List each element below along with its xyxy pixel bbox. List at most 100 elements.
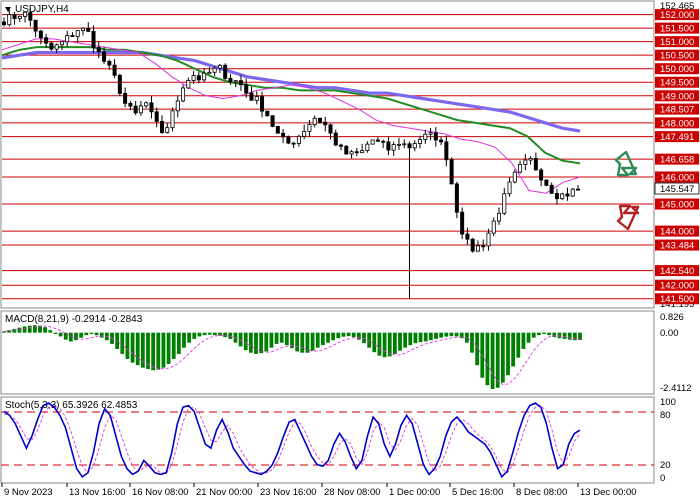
macd-bar (212, 332, 217, 336)
macd-bar (140, 332, 145, 368)
macd-bar (315, 332, 320, 348)
macd-bar (89, 332, 94, 334)
level-label-1: 151.500 (660, 24, 694, 35)
macd-bar (182, 332, 186, 348)
macd-bar (557, 332, 562, 339)
candle-body (391, 144, 396, 151)
forecast-up-arrow-icon (614, 150, 638, 177)
candle-body (38, 30, 43, 39)
candle-body (412, 143, 417, 149)
candle-body (254, 96, 259, 101)
macd-bar (536, 332, 541, 336)
macd-bar (346, 332, 351, 337)
candle-body (270, 115, 275, 127)
candle-body (502, 193, 507, 214)
macd-bar (94, 332, 99, 336)
level-label-9: 147.491 (660, 132, 694, 143)
macd-bar (38, 325, 42, 333)
level-tag-15 (655, 265, 699, 277)
level-tag-2 (655, 36, 699, 48)
macd-bar (336, 332, 341, 339)
macd-bar (48, 330, 53, 333)
support-resistance-lines (2, 14, 653, 300)
candle-body (360, 150, 365, 154)
macd-bar (63, 332, 68, 340)
candle-body (291, 142, 296, 145)
macd-bar (428, 332, 433, 341)
candle-body (165, 127, 170, 133)
level-tag-4 (655, 63, 699, 75)
candle-body (481, 245, 486, 248)
macd-bar (248, 332, 253, 353)
candle-body (454, 183, 459, 213)
level-label-10: 146.658 (660, 155, 694, 166)
current-price-tag: 145.547 (654, 182, 700, 195)
candle-body (223, 64, 228, 79)
candle-body (44, 37, 49, 44)
level-label-3: 150.500 (660, 51, 694, 62)
macd-signal-line (3, 325, 581, 385)
candle-body (186, 80, 191, 89)
macd-bar (567, 332, 572, 340)
forecast-down-arrow-icon (616, 204, 640, 231)
macd-bar (542, 332, 546, 334)
macd-bar (58, 332, 63, 337)
macd-bar (351, 332, 356, 338)
macd-bar (156, 332, 161, 370)
macd-bar (356, 332, 361, 340)
candle-body (375, 139, 380, 142)
candle-body (12, 14, 17, 20)
level-tag-16 (655, 279, 699, 291)
macd-bar (295, 332, 300, 352)
macd-bar (367, 332, 372, 348)
macd-title: MACD(8,21,9) -0.2914 -0.2843 (5, 314, 143, 325)
candle-body (144, 102, 149, 107)
macd-bar (120, 332, 125, 354)
macd-bar (79, 332, 84, 338)
macd-bar (511, 332, 516, 367)
candle-body (54, 44, 59, 50)
candle-body (465, 233, 470, 240)
candle-body (349, 151, 354, 155)
candle-body (117, 74, 122, 94)
macd-bar (84, 332, 89, 336)
level-tag-9 (655, 131, 699, 143)
macd-bar (470, 332, 474, 353)
macd-bar (434, 332, 438, 339)
candle-body (418, 139, 423, 144)
macd-bar (439, 332, 444, 338)
macd-bar (269, 332, 274, 348)
stoch-tick-20: 20 (660, 460, 671, 471)
candle-body (296, 135, 301, 144)
candle-body (138, 105, 143, 114)
time-label-5: 28 Nov 08:00 (324, 487, 381, 498)
level-label-11: 146.000 (660, 172, 694, 183)
macd-bar (202, 332, 207, 336)
candle-body (275, 126, 280, 134)
candle-body (328, 124, 333, 134)
candle-body (486, 232, 491, 247)
candle-body (560, 193, 565, 200)
candle-body (65, 35, 70, 43)
macd-bar (408, 332, 413, 346)
candle-body (28, 11, 33, 21)
candle-body (49, 42, 54, 50)
macd-bar (310, 332, 315, 351)
candle-body (381, 140, 386, 143)
macd-bar (27, 325, 32, 333)
candle-body (23, 11, 28, 17)
macd-bar (74, 332, 78, 341)
candle-body (212, 67, 217, 73)
dropdown-icon[interactable] (5, 7, 11, 12)
candle-body (7, 14, 12, 26)
macd-bar (192, 332, 197, 339)
macd-bar (166, 332, 171, 364)
candle-body (339, 144, 344, 147)
macd-bar (403, 332, 408, 348)
candle-body (181, 87, 186, 102)
price-axis: 152.465 141.195 152.000 151.500 151.000 150… (654, 1, 700, 310)
stochastic-main-line (3, 402, 581, 479)
level-label-13: 144.000 (660, 227, 694, 238)
candle-body (133, 105, 138, 114)
candle-body (354, 151, 359, 154)
